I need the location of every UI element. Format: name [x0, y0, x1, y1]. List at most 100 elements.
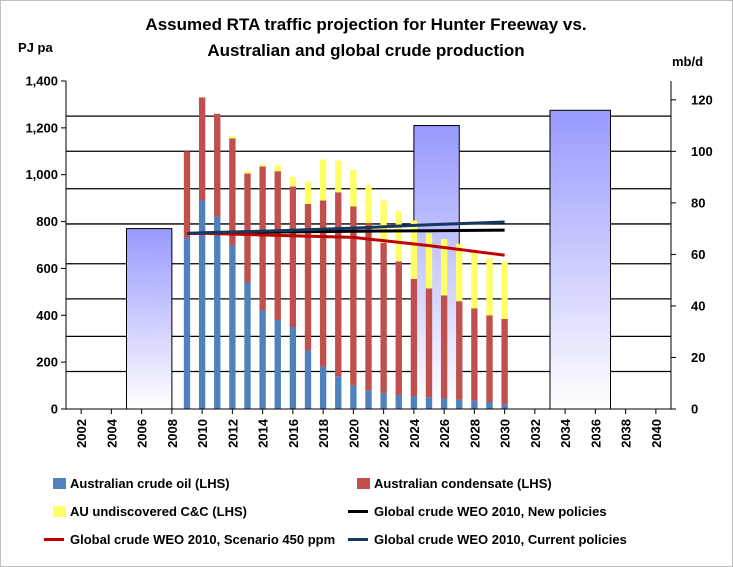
bar-s2-2028 [471, 252, 478, 309]
left-tick-label-4: 800 [36, 214, 58, 229]
bar-s2-2019 [335, 160, 342, 193]
bar-s0-2012 [229, 245, 236, 409]
x-tick-label-15: 2032 [528, 419, 543, 448]
bar-s1-2010 [198, 97, 206, 201]
bar-s1-2021 [365, 222, 372, 391]
bar-s1-2028 [471, 308, 478, 401]
bar-s2-2015 [274, 165, 281, 172]
bar-s2-2027 [456, 243, 463, 302]
x-tick-label-6: 2014 [256, 418, 271, 448]
legend: Australian crude oil (LHS) Australian con… [44, 476, 627, 547]
bar-s1-2026 [440, 295, 448, 399]
bar-s0-2029 [486, 401, 493, 409]
left-tick-label-5: 1,000 [25, 167, 58, 182]
right-tick-label-4: 80 [691, 195, 705, 210]
bar-s1-2025 [425, 288, 433, 398]
right-tick-label-0: 0 [691, 402, 698, 417]
bar-s1-2019 [335, 192, 342, 377]
bar-s1-2023 [395, 261, 402, 395]
bar-s0-2025 [425, 397, 433, 409]
bar-s0-2010 [198, 200, 206, 409]
bar-s2-2023 [395, 211, 402, 262]
legend-label-2: AU undiscovered C&C (LHS) [70, 504, 247, 519]
right-axis-unit: mb/d [672, 54, 703, 69]
bar-s2-2012 [229, 136, 236, 139]
traffic-box-0 [126, 228, 173, 410]
x-tick-label-13: 2028 [467, 419, 482, 448]
bar-s1-2009 [183, 151, 191, 238]
bar-s2-2018 [319, 159, 327, 201]
chart-title-line-2: Australian and global crude production [207, 41, 524, 60]
bar-s0-2016 [289, 327, 297, 409]
bar-s1-2015 [274, 171, 281, 320]
x-tick-label-10: 2022 [377, 419, 392, 448]
legend-swatch-2 [53, 506, 66, 517]
x-tick-label-0: 2002 [74, 419, 89, 448]
bar-s1-2024 [410, 278, 418, 397]
left-tick-label-2: 400 [36, 308, 58, 323]
traffic-box-1 [413, 125, 460, 410]
bar-s1-2013 [244, 173, 251, 283]
x-tick-label-18: 2038 [619, 419, 634, 448]
bar-s1-2016 [289, 186, 297, 327]
bar-s0-2009 [183, 237, 191, 409]
legend-label-5: Global crude WEO 2010, Current policies [374, 532, 627, 547]
bar-s2-2021 [365, 185, 372, 223]
legend-swatch-1 [357, 478, 370, 489]
bar-s1-2012 [229, 138, 236, 245]
x-tick-label-16: 2034 [558, 418, 573, 448]
bar-s1-2020 [350, 206, 357, 386]
x-tick-label-3: 2008 [165, 419, 180, 448]
x-tick-label-11: 2024 [407, 418, 422, 448]
traffic-box-2 [549, 109, 611, 410]
bar-s2-2026 [440, 239, 448, 296]
bar-s0-2013 [244, 282, 251, 409]
bar-s2-2024 [410, 220, 418, 279]
right-tick-label-3: 60 [691, 247, 705, 262]
bar-s0-2020 [350, 385, 357, 409]
x-tick-label-1: 2004 [104, 418, 119, 448]
bar-s1-2029 [486, 315, 493, 402]
x-tick-label-9: 2020 [346, 419, 361, 448]
bar-s0-2023 [395, 394, 402, 409]
left-tick-label-6: 1,200 [25, 120, 58, 135]
bar-s2-2022 [380, 200, 387, 243]
bar-s1-2030 [501, 318, 508, 405]
right-tick-label-2: 40 [691, 298, 705, 313]
x-tick-label-7: 2016 [286, 419, 301, 448]
bar-s0-2015 [274, 319, 281, 409]
bar-s0-2014 [259, 310, 266, 409]
x-tick-label-2: 2006 [135, 419, 150, 448]
x-tick-label-17: 2036 [588, 419, 603, 448]
bar-s2-2025 [425, 233, 433, 289]
left-axis-unit: PJ pa [18, 40, 53, 55]
bar-s2-2013 [244, 171, 251, 174]
right-tick-label-1: 20 [691, 350, 705, 365]
bar-s0-2021 [365, 390, 372, 409]
global-crude-lines [186, 220, 505, 257]
bar-s0-2026 [440, 398, 448, 409]
legend-label-0: Australian crude oil (LHS) [70, 476, 230, 491]
bar-s1-2011 [214, 113, 221, 217]
series-line-2 [186, 220, 505, 236]
x-tick-label-5: 2012 [225, 419, 240, 448]
x-tick-label-4: 2010 [195, 419, 210, 448]
x-tick-label-14: 2030 [498, 419, 513, 448]
legend-swatch-0 [53, 478, 66, 489]
bar-s2-2014 [259, 164, 266, 167]
bar-s0-2019 [335, 376, 342, 409]
left-tick-label-0: 0 [51, 402, 58, 417]
bar-s2-2016 [289, 177, 297, 187]
bar-s1-2014 [259, 166, 266, 311]
legend-label-1: Australian condensate (LHS) [374, 476, 552, 491]
bar-s1-2018 [319, 200, 327, 367]
right-tick-label-6: 120 [691, 92, 713, 107]
bar-s0-2018 [319, 366, 327, 409]
bar-s2-2020 [350, 170, 357, 207]
bar-s0-2030 [501, 404, 508, 409]
bar-s0-2011 [214, 216, 221, 409]
x-tick-label-12: 2026 [437, 419, 452, 448]
legend-label-4: Global crude WEO 2010, Scenario 450 ppm [70, 532, 335, 547]
